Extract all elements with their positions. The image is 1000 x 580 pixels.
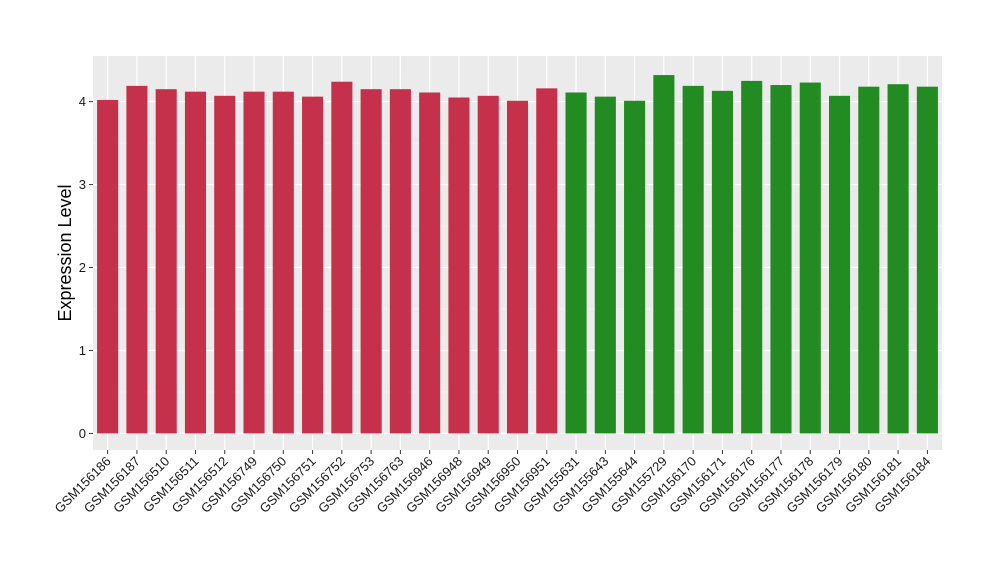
x-axis: GSM156186GSM156187GSM156510GSM156511GSM1…	[52, 450, 933, 516]
bar-GSM155631	[565, 92, 587, 434]
bar-GSM156763	[389, 89, 411, 434]
bar-GSM156949	[477, 95, 499, 434]
bar-GSM156177	[770, 85, 792, 434]
bar-GSM156184	[916, 86, 938, 434]
y-axis-title: Expression Level	[55, 184, 75, 321]
bar-GSM156179	[828, 95, 851, 434]
bar-GSM155644	[624, 100, 646, 434]
bar-GSM156512	[214, 95, 236, 434]
bar-GSM155643	[594, 96, 616, 434]
bar-GSM156510	[155, 89, 177, 434]
bar-GSM156176	[741, 80, 763, 434]
bar-GSM156181	[887, 84, 909, 434]
bar-GSM156178	[799, 82, 821, 434]
bar-GSM155729	[653, 75, 675, 434]
bar-GSM156750	[272, 91, 294, 434]
bar-GSM156511	[184, 91, 207, 434]
bar-GSM156180	[858, 86, 880, 434]
bar-GSM156751	[302, 96, 324, 434]
bar-GSM156186	[97, 99, 119, 434]
y-axis: 0 1 2 3 4	[79, 94, 93, 441]
bar-GSM156171	[711, 90, 733, 434]
y-tick-label: 2	[79, 260, 86, 275]
bar-GSM156187	[126, 85, 148, 434]
bar-GSM156948	[448, 97, 470, 434]
bar-GSM156946	[419, 92, 441, 434]
y-tick-label: 4	[79, 94, 86, 109]
bar-GSM156749	[243, 91, 265, 434]
bar-GSM156170	[682, 85, 704, 434]
y-tick-label: 3	[79, 177, 86, 192]
bar-GSM156753	[360, 89, 382, 434]
bar-GSM156950	[506, 100, 529, 434]
y-tick-label: 0	[79, 426, 86, 441]
bar-GSM156752	[331, 81, 353, 434]
y-tick-label: 1	[79, 343, 86, 358]
bar-GSM156951	[536, 88, 558, 434]
bars	[97, 75, 938, 434]
